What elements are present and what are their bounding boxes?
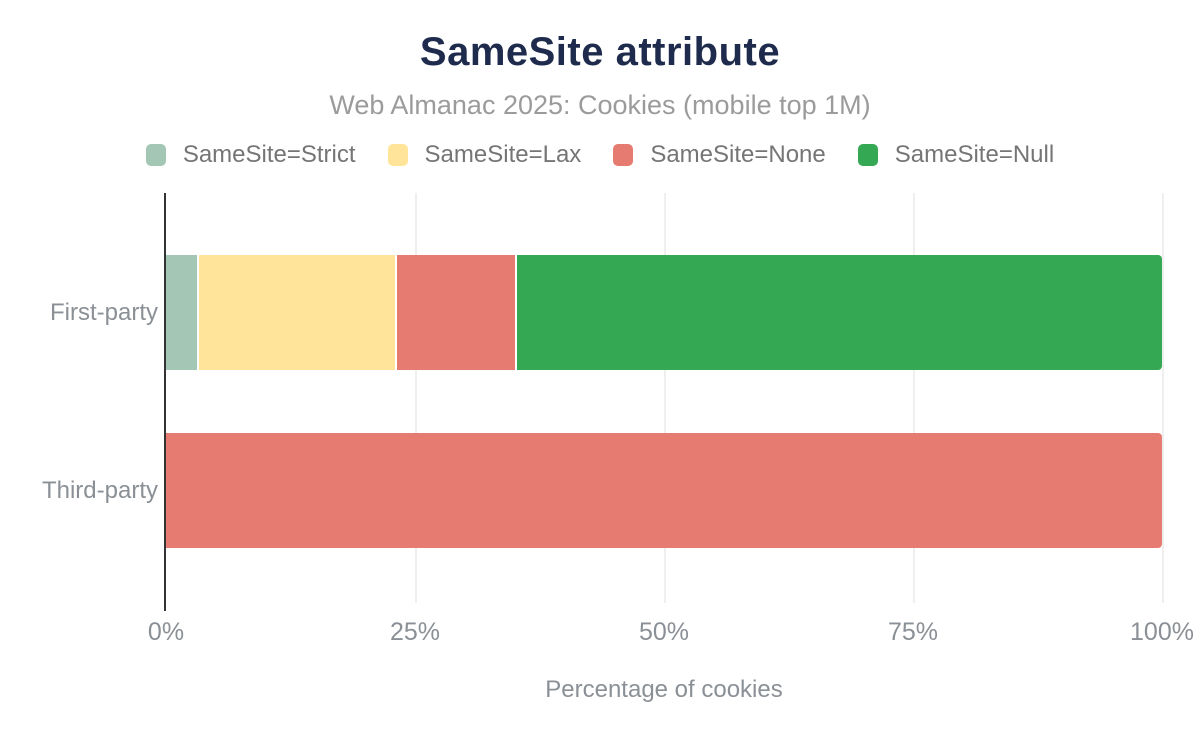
x-tick-25: 25% <box>389 618 441 646</box>
legend-label-null: SameSite=Null <box>894 141 1055 168</box>
x-tick-75: 75% <box>887 618 939 646</box>
bar-segment-first-party-samesite-lax[interactable] <box>196 255 396 370</box>
bar-segment-first-party-samesite-none[interactable] <box>395 255 515 370</box>
gridline-100 <box>1162 193 1164 603</box>
legend-label-lax: SameSite=Lax <box>424 141 582 168</box>
category-label-third-party: Third-party <box>41 477 158 504</box>
chart-legend: SameSite=Strict SameSite=Lax SameSite=No… <box>0 141 1200 169</box>
category-label-first-party: First-party <box>50 299 158 326</box>
plot-area <box>164 193 1164 611</box>
x-tick-50: 50% <box>638 618 690 646</box>
y-axis-line <box>164 193 166 611</box>
legend-item-samesite-strict[interactable]: SameSite=Strict <box>145 141 356 169</box>
legend-label-none: SameSite=None <box>650 141 826 168</box>
chart-subtitle: Web Almanac 2025: Cookies (mobile top 1M… <box>329 90 871 120</box>
legend-swatch-strict-icon <box>145 144 166 166</box>
chart-title: SameSite attribute <box>419 30 781 74</box>
x-tick-100: 100% <box>1130 618 1194 646</box>
x-tick-0: 0% <box>147 618 185 646</box>
legend-label-strict: SameSite=Strict <box>182 141 356 168</box>
gridline-50 <box>664 193 666 603</box>
bar-third-party <box>166 433 1162 548</box>
gridline-25 <box>415 193 417 603</box>
legend-swatch-null-icon <box>857 144 878 166</box>
bar-segment-first-party-samesite-null[interactable] <box>514 255 1162 370</box>
legend-item-samesite-null[interactable]: SameSite=Null <box>857 141 1055 169</box>
legend-item-samesite-none[interactable]: SameSite=None <box>613 141 826 169</box>
legend-swatch-none-icon <box>613 144 634 166</box>
x-axis-title: Percentage of cookies <box>545 676 783 703</box>
gridline-75 <box>913 193 915 603</box>
bar-segment-first-party-samesite-strict[interactable] <box>166 255 197 370</box>
bar-first-party <box>166 255 1162 370</box>
legend-swatch-lax-icon <box>387 144 408 166</box>
legend-item-samesite-lax[interactable]: SameSite=Lax <box>387 141 582 169</box>
bar-segment-third-party-samesite-none[interactable] <box>166 433 1162 548</box>
